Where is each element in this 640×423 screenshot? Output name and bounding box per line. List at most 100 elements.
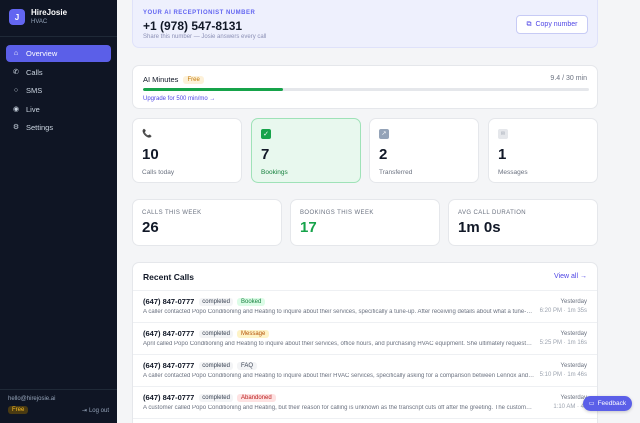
call-status: completed [199,329,233,338]
stat-label: Calls today [142,169,175,176]
sidebar-item-live[interactable]: ◉ Live [6,101,111,118]
call-phone: (647) 847-0777 [143,393,195,402]
call-row[interactable]: (647) 847-0777 completed Abandoned A cus… [133,387,597,419]
receptionist-phone: +1 (978) 547-8131 [143,19,243,33]
stat-label: Bookings [261,169,288,176]
copy-number-label: Copy number [535,21,578,28]
sidebar-item-overview[interactable]: ⌂ Overview [6,45,111,62]
logout-icon: ⇥ [81,408,87,414]
transfer-icon: ↗ [379,129,389,139]
footer-divider [0,389,117,390]
call-tag: Booked [236,297,266,306]
feedback-label: Feedback [597,400,627,407]
recent-calls-title: Recent Calls [143,272,195,282]
sidebar-item-label: Calls [26,67,43,77]
phone-icon: ✆ [13,68,19,76]
stat-label: Transferred [379,169,413,176]
chat-icon: ▭ [588,401,595,407]
stat-bookings[interactable]: ✓ 7 Bookings [251,118,361,183]
call-tag: Message [236,329,270,338]
sidebar-item-label: Settings [26,123,54,132]
copy-number-button[interactable]: ⧉ Copy number [516,15,588,34]
upgrade-link[interactable]: Upgrade for 500 min/mo → [143,96,216,102]
week-calls-label: CALLS THIS WEEK [142,210,202,216]
copy-icon: ⧉ [526,20,532,28]
call-date: Yesterday [560,395,587,401]
ai-minutes-title: AI Minutes [143,75,179,84]
sidebar-item-label: Overview [26,49,58,58]
call-summary: A caller contacted Popo Conditioning and… [143,373,535,379]
view-all-link[interactable]: View all → [554,273,587,280]
ai-minutes-progress-fill [143,88,283,91]
brand-name: HireJosie [31,8,68,17]
call-tag: Abandoned [236,393,276,402]
receptionist-label: YOUR AI RECEPTIONIST NUMBER [143,10,256,16]
gear-icon: ⚙ [12,124,20,131]
call-date: Yesterday [560,331,587,337]
feedback-button[interactable]: ▭ Feedback [583,396,632,411]
call-status: completed [199,361,233,370]
receptionist-note: Share this number — Josie answers every … [143,34,267,40]
brand-logo: J [9,9,25,25]
sidebar-item-settings[interactable]: ⚙ Settings [6,119,111,136]
logout-label: Log out [88,407,109,414]
call-phone: (647) 847-0777 [143,329,195,338]
recent-calls-card: Recent Calls View all → (647) 847-0777 c… [132,262,598,423]
call-summary: April called Popo Conditioning and Heati… [143,341,535,347]
call-phone: (647) 847-0777 [143,297,195,306]
avg-duration-value: 1m 0s [458,219,501,236]
check-icon: ✓ [261,129,271,139]
stat-messages[interactable]: ✉ 1 Messages [488,118,598,183]
chat-icon: ○ [13,87,19,94]
sidebar: J HireJosie HVAC ⌂ Overview ✆ Calls ○ SM… [0,0,117,423]
week-calls-card: CALLS THIS WEEK 26 [132,199,282,246]
call-row[interactable]: (647) 847-0777 completed Booked A caller… [133,291,597,323]
logout-button[interactable]: ⇥ Log out [81,407,109,415]
sidebar-item-calls[interactable]: ✆ Calls [6,64,111,81]
live-icon: ◉ [12,105,20,113]
call-date: Yesterday [560,299,587,305]
call-status: completed [199,297,233,306]
call-time: 5:10 PM · 1m 46s [539,372,587,378]
ai-minutes-progress [143,88,589,91]
plan-badge: Free [183,75,204,84]
ai-minutes-usage: 9.4 / 30 min [550,75,587,82]
home-icon: ⌂ [13,50,19,57]
brand[interactable]: J HireJosie HVAC [9,9,67,25]
week-bookings-label: BOOKINGS THIS WEEK [300,210,374,216]
nav-divider [0,36,117,37]
stat-value: 2 [379,146,388,163]
avg-duration-card: AVG CALL DURATION 1m 0s [448,199,598,246]
ai-minutes-card: AI Minutes Free 9.4 / 30 min Upgrade for… [132,65,598,109]
stat-label: Messages [498,169,528,176]
message-icon: ✉ [498,129,508,139]
stat-value: 1 [498,146,507,163]
call-summary: A customer called Popo Conditioning and … [143,405,535,411]
call-time: 5:25 PM · 1m 16s [539,340,587,346]
week-calls-value: 26 [142,219,159,236]
user-email: hello@hirejosie.ai [8,396,56,402]
week-bookings-value: 17 [300,219,317,236]
sidebar-item-sms[interactable]: ○ SMS [6,82,111,99]
plan-badge: Free [8,406,29,414]
divider [133,290,597,291]
stat-value: 10 [142,146,159,163]
phone-icon: 📞 [142,129,152,138]
week-bookings-card: BOOKINGS THIS WEEK 17 [290,199,440,246]
stat-calls-today[interactable]: 📞 10 Calls today [132,118,242,183]
sidebar-nav: ⌂ Overview ✆ Calls ○ SMS ◉ Live ⚙ Settin… [6,45,111,138]
stat-transferred[interactable]: ↗ 2 Transferred [369,118,479,183]
call-summary: A caller contacted Popo Conditioning and… [143,309,535,315]
call-row[interactable]: (647) 847-0777 completed Message April c… [133,323,597,355]
avg-duration-label: AVG CALL DURATION [458,210,527,216]
call-time: 6:20 PM · 1m 35s [539,308,587,314]
call-tag: FAQ [236,361,257,370]
stat-value: 7 [261,146,270,163]
sidebar-item-label: SMS [26,86,43,95]
call-time: 1:10 AM · 4s [553,404,587,410]
receptionist-card: YOUR AI RECEPTIONIST NUMBER +1 (978) 547… [132,0,598,48]
call-date: Yesterday [560,363,587,369]
call-status: completed [199,393,233,402]
brand-subtitle: HVAC [31,19,48,25]
call-row[interactable]: (647) 847-0777 completed FAQ A caller co… [133,355,597,387]
